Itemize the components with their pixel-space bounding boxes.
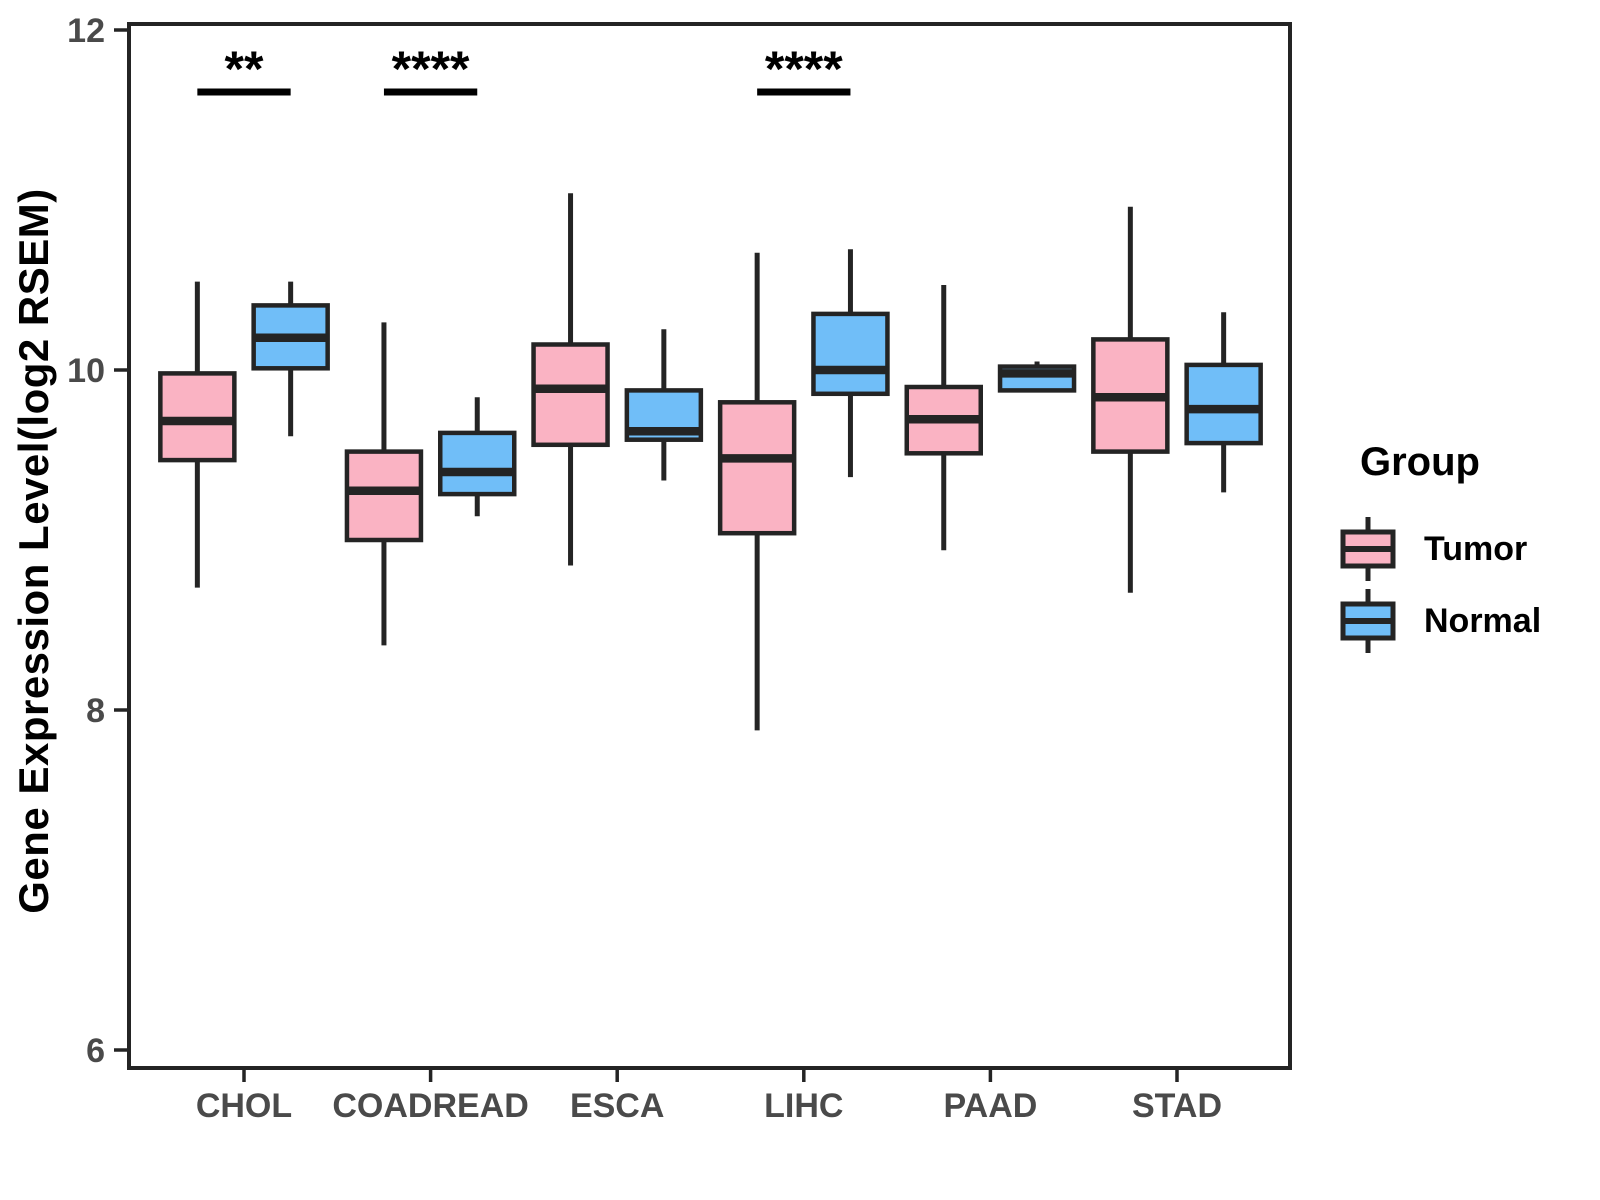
y-tick-label: 6 [86, 1032, 105, 1070]
box-tumor [344, 449, 424, 543]
tumor-boxplot-key-icon [1340, 517, 1396, 581]
x-tick-label: PAAD [943, 1087, 1037, 1125]
significance-label: **** [392, 41, 470, 97]
significance-label: ** [225, 41, 264, 97]
box-normal [438, 430, 517, 497]
box-normal [811, 311, 890, 397]
y-tick-label: 8 [86, 692, 105, 730]
y-tick-label: 10 [67, 352, 105, 390]
x-tick-label: LIHC [764, 1087, 843, 1125]
x-tick-label: COADREAD [332, 1087, 528, 1125]
box-tumor [531, 342, 610, 448]
y-axis-title: Gene Expression Level(log2 RSEM) [10, 188, 57, 914]
x-tick-label: CHOL [196, 1087, 292, 1125]
legend: Group Tumor Normal [1338, 440, 1588, 657]
legend-label-tumor: Tumor [1424, 529, 1528, 568]
significance-label: **** [765, 41, 843, 97]
legend-title: Group [1360, 440, 1480, 484]
legend-label-normal: Normal [1424, 601, 1542, 640]
x-tick-label: STAD [1132, 1087, 1222, 1125]
box-tumor [717, 400, 797, 536]
panel-border [127, 22, 1292, 1070]
legend-item-tumor: Tumor [1338, 513, 1588, 585]
x-tick-label: ESCA [570, 1087, 664, 1125]
box-normal [1184, 362, 1263, 446]
normal-boxplot-key-icon [1340, 589, 1396, 653]
legend-item-normal: Normal [1338, 585, 1588, 657]
y-tick-label: 12 [67, 12, 105, 50]
